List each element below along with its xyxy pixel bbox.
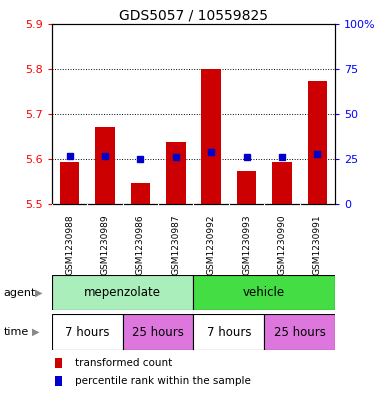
Bar [201, 69, 221, 204]
Text: GSM1230986: GSM1230986 [136, 215, 145, 275]
Text: GSM1230987: GSM1230987 [171, 215, 180, 275]
Text: GSM1230993: GSM1230993 [242, 215, 251, 275]
Bar [60, 162, 79, 204]
Text: ▶: ▶ [32, 327, 39, 337]
Bar [264, 314, 335, 350]
Text: ▶: ▶ [35, 288, 43, 298]
Text: percentile rank within the sample: percentile rank within the sample [75, 376, 251, 386]
Bar [193, 314, 264, 350]
Text: GSM1230992: GSM1230992 [207, 215, 216, 275]
Text: transformed count: transformed count [75, 358, 172, 368]
Bar [55, 376, 62, 386]
Bar [308, 81, 327, 204]
Text: 25 hours: 25 hours [274, 325, 325, 339]
Bar [131, 183, 150, 204]
Bar [237, 171, 256, 204]
Text: 25 hours: 25 hours [132, 325, 184, 339]
Bar [193, 275, 335, 310]
Bar [55, 358, 62, 368]
Bar [52, 275, 193, 310]
Text: agent: agent [4, 288, 36, 298]
Text: GSM1230989: GSM1230989 [100, 215, 110, 275]
Bar [166, 142, 186, 204]
Title: GDS5057 / 10559825: GDS5057 / 10559825 [119, 8, 268, 22]
Bar [272, 162, 291, 204]
Text: GSM1230990: GSM1230990 [277, 215, 286, 275]
Text: 7 hours: 7 hours [207, 325, 251, 339]
Text: GSM1230991: GSM1230991 [313, 215, 322, 275]
Text: vehicle: vehicle [243, 286, 285, 299]
Bar [123, 314, 193, 350]
Text: mepenzolate: mepenzolate [84, 286, 161, 299]
Text: time: time [4, 327, 29, 337]
Bar [95, 127, 115, 204]
Text: 7 hours: 7 hours [65, 325, 110, 339]
Text: GSM1230988: GSM1230988 [65, 215, 74, 275]
Bar [52, 314, 123, 350]
